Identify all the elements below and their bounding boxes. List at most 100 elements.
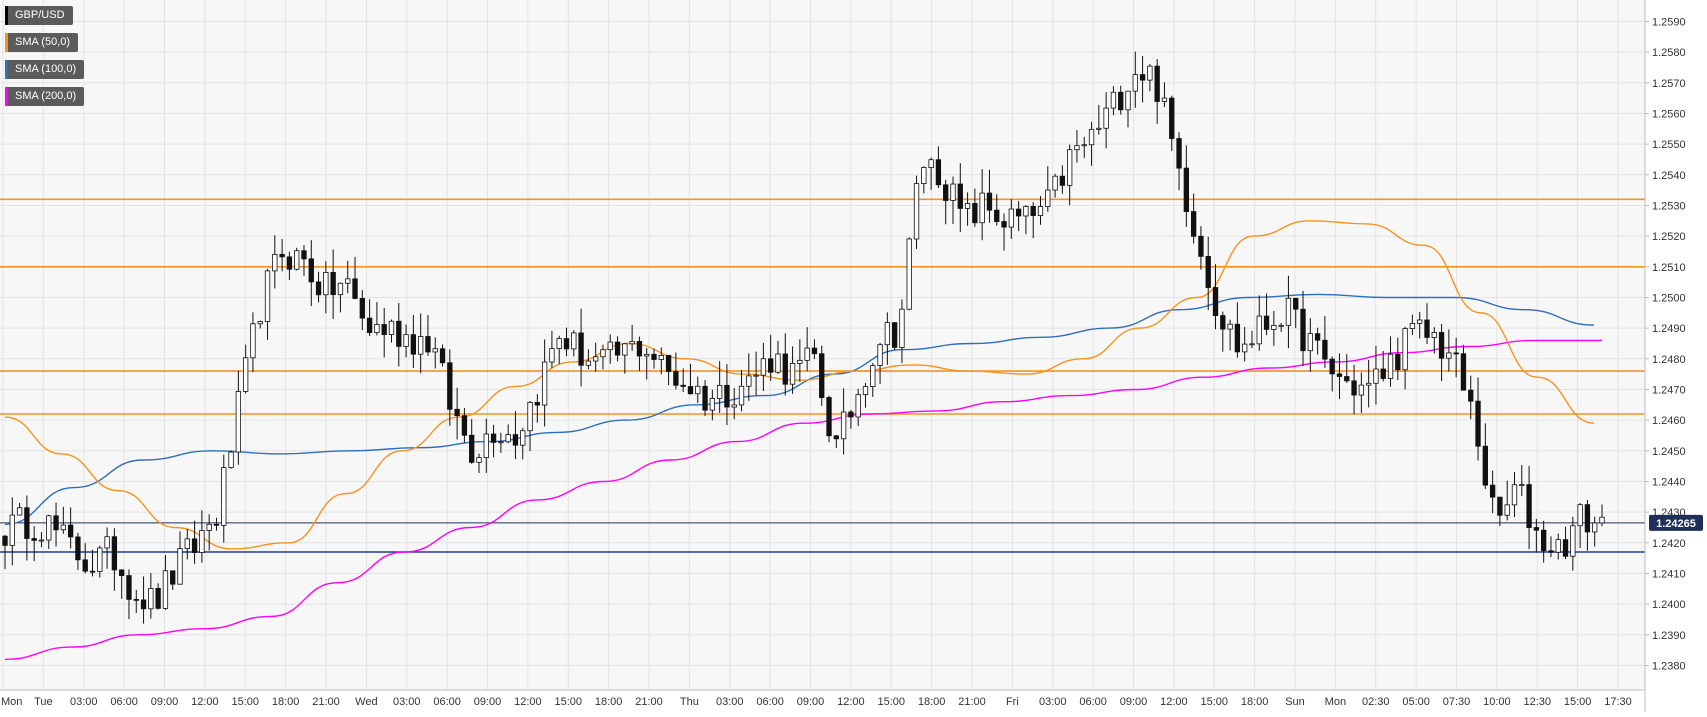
candle-body-up bbox=[1278, 324, 1284, 327]
candle bbox=[775, 340, 781, 374]
candle-body-up bbox=[228, 451, 234, 469]
candle-body-down bbox=[439, 348, 446, 364]
candle bbox=[695, 376, 701, 403]
candle-body-up bbox=[1307, 333, 1313, 352]
x-tick-label: Tue bbox=[34, 696, 53, 708]
candle-body-down bbox=[687, 386, 694, 395]
x-tick-label: 10:00 bbox=[1483, 696, 1511, 708]
candle bbox=[1431, 327, 1437, 354]
candle bbox=[89, 549, 96, 577]
candle bbox=[432, 337, 438, 369]
candle-body-down bbox=[352, 278, 358, 299]
candle bbox=[1001, 213, 1007, 251]
candle bbox=[1351, 364, 1357, 415]
candle-body-up bbox=[855, 394, 861, 418]
candle bbox=[1147, 63, 1153, 92]
candle-body-down bbox=[359, 298, 365, 319]
candle bbox=[323, 261, 329, 314]
x-tick-label: 06:00 bbox=[433, 696, 461, 708]
candle-body-up bbox=[1067, 149, 1073, 186]
candle bbox=[593, 342, 599, 372]
candle-body-down bbox=[1314, 333, 1321, 341]
legend-item-gbpusd[interactable]: GBP/USD bbox=[5, 6, 73, 25]
candle-body-up bbox=[928, 159, 934, 168]
candle bbox=[687, 363, 694, 395]
candle-body-down bbox=[1424, 319, 1430, 338]
candle-body-up bbox=[746, 375, 752, 387]
y-tick-label: 1.2420 bbox=[1652, 538, 1686, 550]
candle-body-up bbox=[789, 363, 796, 385]
candle-body-down bbox=[170, 570, 176, 585]
candle-body-up bbox=[1365, 382, 1372, 386]
candle bbox=[301, 245, 307, 276]
x-tick-label: Thu bbox=[680, 696, 699, 708]
y-tick-label: 1.2380 bbox=[1652, 660, 1686, 672]
candle bbox=[1263, 293, 1270, 336]
x-tick-label: 18:00 bbox=[595, 696, 623, 708]
candle-body-up bbox=[1096, 127, 1102, 130]
candle-body-up bbox=[738, 385, 745, 406]
candle bbox=[746, 353, 752, 401]
candle bbox=[1059, 165, 1066, 194]
candle-body-down bbox=[1015, 208, 1022, 217]
x-tick-label: 12:30 bbox=[1523, 696, 1551, 708]
candle bbox=[1453, 337, 1459, 378]
candle bbox=[658, 347, 664, 375]
legend-label: SMA (100,0) bbox=[15, 63, 77, 75]
candle bbox=[1395, 337, 1401, 381]
candle-body-up bbox=[46, 515, 52, 541]
candle bbox=[1052, 173, 1058, 198]
candle-body-down bbox=[614, 341, 621, 356]
legend-swatch bbox=[5, 87, 8, 106]
candle bbox=[359, 290, 365, 331]
x-tick-label: 15:00 bbox=[554, 696, 582, 708]
candle bbox=[1548, 536, 1554, 558]
candle-body-up bbox=[862, 386, 869, 396]
candle-body-down bbox=[461, 415, 468, 436]
candle-body-up bbox=[1081, 144, 1087, 147]
candle-body-down bbox=[67, 524, 74, 538]
candle bbox=[884, 312, 891, 365]
candle bbox=[1424, 303, 1430, 344]
candle-body-down bbox=[1453, 352, 1459, 355]
candle bbox=[366, 299, 373, 337]
y-tick-label: 1.2400 bbox=[1652, 599, 1686, 611]
x-tick-label: 12:00 bbox=[1160, 696, 1188, 708]
candle bbox=[476, 453, 482, 473]
candle-body-up bbox=[1519, 484, 1525, 487]
candle-body-down bbox=[1548, 550, 1554, 553]
candle-body-up bbox=[1555, 539, 1561, 553]
candle bbox=[410, 314, 417, 368]
y-tick-label: 1.2490 bbox=[1652, 323, 1686, 335]
candle bbox=[819, 345, 825, 407]
candle bbox=[24, 495, 30, 561]
candle bbox=[119, 569, 125, 599]
candle-body-down bbox=[1475, 400, 1481, 447]
x-tick-label: 15:00 bbox=[877, 696, 905, 708]
candle bbox=[469, 419, 475, 464]
candle-body-down bbox=[1489, 484, 1496, 498]
candle-body-up bbox=[483, 433, 489, 458]
candle bbox=[1555, 533, 1561, 560]
candle bbox=[614, 336, 621, 362]
candle bbox=[556, 335, 562, 364]
candle bbox=[140, 576, 147, 624]
candle-body-up bbox=[600, 349, 606, 358]
candle bbox=[994, 194, 1000, 226]
candle bbox=[1438, 323, 1445, 382]
candle-body-up bbox=[585, 360, 592, 366]
current-price-tag: 1.24265 bbox=[1649, 514, 1703, 531]
legend-item-sma200[interactable]: SMA (200,0) bbox=[5, 87, 85, 106]
candle bbox=[527, 401, 533, 452]
candle bbox=[913, 175, 920, 249]
legend-item-sma100[interactable]: SMA (100,0) bbox=[5, 60, 85, 79]
legend-item-sma50[interactable]: SMA (50,0) bbox=[5, 33, 79, 52]
candle-body-down bbox=[636, 341, 643, 357]
candle bbox=[1132, 51, 1138, 108]
candle-body-up bbox=[242, 357, 249, 392]
candle-body-down bbox=[768, 358, 774, 373]
candle-body-down bbox=[1139, 74, 1146, 81]
candle bbox=[541, 339, 548, 427]
candle bbox=[549, 330, 555, 369]
